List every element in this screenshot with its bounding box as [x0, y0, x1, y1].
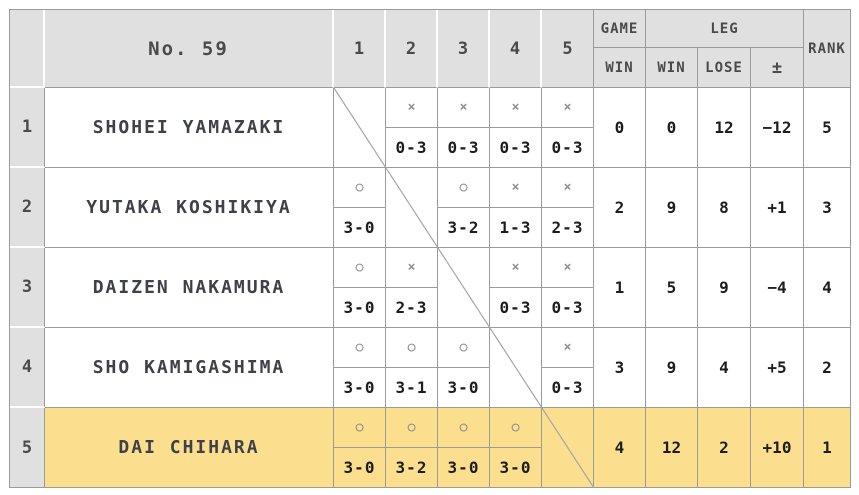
- rank-value: 4: [804, 248, 851, 328]
- round-header-2: 2: [386, 10, 438, 88]
- match-mark: ○: [386, 408, 438, 448]
- rank-value: 3: [804, 168, 851, 248]
- match-score: 0-3: [542, 288, 594, 328]
- game-win-value: 0: [594, 88, 646, 168]
- self-match-cell: [490, 328, 542, 408]
- match-score: 3-0: [438, 448, 490, 488]
- match-mark: ○: [438, 408, 490, 448]
- leg-win-value: 12: [646, 408, 698, 488]
- player-index: 2: [10, 168, 45, 248]
- player-name: DAIZEN NAKAMURA: [45, 248, 334, 328]
- match-mark: ×: [490, 168, 542, 208]
- index-header-cell: [10, 10, 45, 88]
- rank-header: RANK: [804, 10, 851, 88]
- game-header: GAME: [594, 10, 646, 48]
- match-mark: ○: [438, 328, 490, 368]
- table-title: No. 59: [45, 10, 334, 88]
- leg-lose-value: 8: [698, 168, 751, 248]
- game-win-value: 3: [594, 328, 646, 408]
- leg-win-value: 9: [646, 328, 698, 408]
- player-index: 4: [10, 328, 45, 408]
- player-index: 1: [10, 88, 45, 168]
- round-header-3: 3: [438, 10, 490, 88]
- game-win-header: WIN: [594, 48, 646, 88]
- match-score: 1-3: [490, 208, 542, 248]
- round-robin-table: No. 59 1 2 3 4 5 GAME LEG RANK WIN WIN L…: [9, 9, 851, 488]
- match-score: 3-0: [490, 448, 542, 488]
- match-mark: ○: [334, 328, 386, 368]
- match-score: 3-0: [334, 208, 386, 248]
- leg-win-value: 9: [646, 168, 698, 248]
- player-index: 5: [10, 408, 45, 488]
- match-score: 0-3: [438, 128, 490, 168]
- round-header-4: 4: [490, 10, 542, 88]
- leg-diff-value: −12: [751, 88, 804, 168]
- match-score: 3-1: [386, 368, 438, 408]
- match-mark: ×: [542, 248, 594, 288]
- game-win-value: 1: [594, 248, 646, 328]
- player-name: SHOHEI YAMAZAKI: [45, 88, 334, 168]
- match-score: 3-0: [438, 368, 490, 408]
- leg-diff-value: +1: [751, 168, 804, 248]
- match-score: 0-3: [542, 128, 594, 168]
- match-score: 3-0: [334, 288, 386, 328]
- match-mark: ×: [542, 328, 594, 368]
- rank-value: 5: [804, 88, 851, 168]
- rank-value: 1: [804, 408, 851, 488]
- match-score: 2-3: [542, 208, 594, 248]
- rank-value: 2: [804, 328, 851, 408]
- match-score: 3-2: [438, 208, 490, 248]
- round-header-5: 5: [542, 10, 594, 88]
- match-mark: ×: [386, 248, 438, 288]
- leg-lose-value: 12: [698, 88, 751, 168]
- match-mark: ×: [490, 88, 542, 128]
- game-win-value: 2: [594, 168, 646, 248]
- match-score: 0-3: [386, 128, 438, 168]
- self-match-cell: [334, 88, 386, 168]
- match-score: 3-0: [334, 448, 386, 488]
- match-mark: ×: [490, 248, 542, 288]
- match-mark: ×: [386, 88, 438, 128]
- round-header-1: 1: [334, 10, 386, 88]
- match-score: 3-2: [386, 448, 438, 488]
- match-mark: ×: [438, 88, 490, 128]
- leg-lose-value: 9: [698, 248, 751, 328]
- leg-diff-value: +5: [751, 328, 804, 408]
- leg-win-value: 0: [646, 88, 698, 168]
- leg-lose-header: LOSE: [698, 48, 751, 88]
- player-name: DAI CHIHARA: [45, 408, 334, 488]
- match-score: 0-3: [490, 128, 542, 168]
- leg-diff-value: +10: [751, 408, 804, 488]
- match-mark: ○: [334, 408, 386, 448]
- leg-diff-header: ±: [751, 48, 804, 88]
- leg-diff-value: −4: [751, 248, 804, 328]
- leg-header: LEG: [646, 10, 804, 48]
- leg-lose-value: 2: [698, 408, 751, 488]
- match-mark: ×: [542, 168, 594, 208]
- player-index: 3: [10, 248, 45, 328]
- match-score: 0-3: [490, 288, 542, 328]
- match-score: 0-3: [542, 368, 594, 408]
- match-mark: ×: [542, 88, 594, 128]
- self-match-cell: [438, 248, 490, 328]
- game-win-value: 4: [594, 408, 646, 488]
- leg-win-value: 5: [646, 248, 698, 328]
- match-mark: ○: [386, 328, 438, 368]
- leg-win-header: WIN: [646, 48, 698, 88]
- self-match-cell: [542, 408, 594, 488]
- player-name: YUTAKA KOSHIKIYA: [45, 168, 334, 248]
- match-mark: ○: [490, 408, 542, 448]
- match-score: 3-0: [334, 368, 386, 408]
- match-mark: ○: [334, 168, 386, 208]
- match-mark: ○: [438, 168, 490, 208]
- match-score: 2-3: [386, 288, 438, 328]
- match-mark: ○: [334, 248, 386, 288]
- self-match-cell: [386, 168, 438, 248]
- player-name: SHO KAMIGASHIMA: [45, 328, 334, 408]
- leg-lose-value: 4: [698, 328, 751, 408]
